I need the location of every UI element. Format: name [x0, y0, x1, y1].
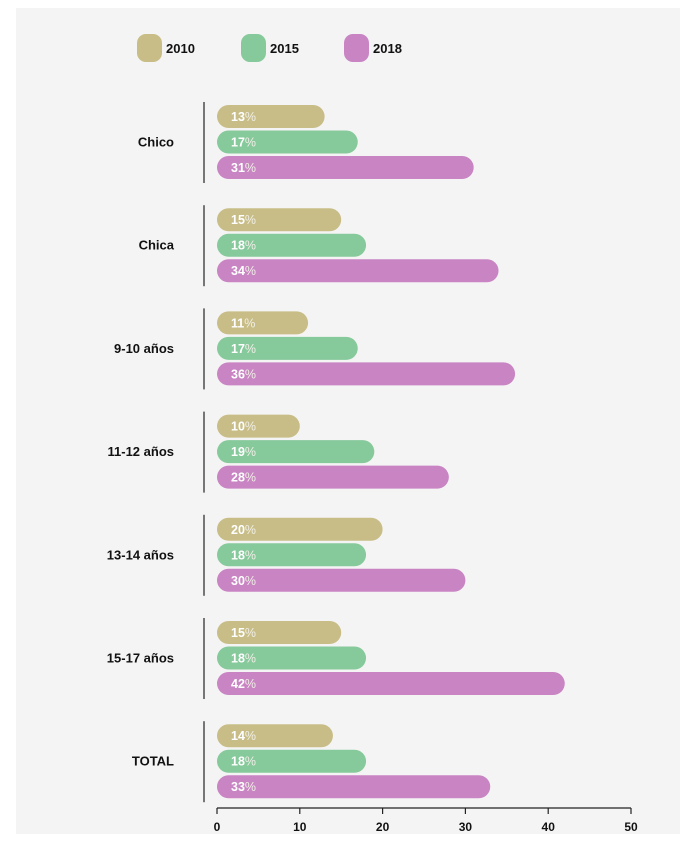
bar-2018	[217, 465, 449, 489]
bar-value-label: 30%	[231, 574, 256, 588]
bar-value-label: 34%	[231, 264, 256, 278]
bar-value-label: 11%	[231, 316, 255, 330]
bar-value-label: 10%	[231, 420, 256, 434]
bar-2010	[217, 517, 383, 541]
bar-2015	[217, 440, 375, 464]
category-group: Chico 13% 17% 31%	[138, 102, 474, 183]
legend-item-2015: 2015	[241, 34, 299, 62]
category-label: 9-10 años	[114, 341, 174, 356]
bar-2018	[217, 672, 565, 695]
x-tick-label: 50	[624, 820, 638, 834]
x-tick-label: 30	[459, 820, 473, 834]
bar-value-label: 36%	[231, 367, 256, 381]
bar-value-label: 28%	[231, 471, 256, 485]
category-label: 15-17 años	[107, 651, 174, 666]
bar-2018	[217, 568, 466, 592]
x-tick-label: 0	[214, 820, 221, 834]
bar-2015	[217, 233, 367, 257]
legend-swatch	[344, 34, 369, 62]
category-group: Chica 15% 18% 34%	[139, 205, 499, 287]
bar-2010	[217, 621, 342, 644]
bar-value-label: 20%	[231, 523, 256, 537]
legend-swatch	[137, 34, 162, 62]
bar-2018	[217, 259, 499, 283]
bar-value-label: 31%	[231, 161, 256, 175]
category-label: 13-14 años	[107, 547, 174, 562]
category-group: 11-12 años 10% 19% 28%	[108, 411, 449, 493]
category-label: Chica	[139, 238, 175, 253]
x-axis: 0 10 20 30 40 50	[214, 807, 638, 834]
category-label: 11-12 años	[108, 444, 175, 459]
bar-value-label: 18%	[231, 548, 256, 562]
bar-value-label: 13%	[231, 110, 256, 124]
bar-value-label: 18%	[231, 652, 256, 666]
bar-2015	[217, 749, 367, 773]
bar-value-label: 17%	[231, 136, 256, 150]
legend: 2010 2015 2018	[137, 34, 402, 62]
bar-value-label: 15%	[231, 626, 256, 640]
bar-value-label: 42%	[231, 677, 256, 691]
category-label: TOTAL	[132, 754, 174, 769]
bar-2018	[217, 362, 516, 386]
category-group: 15-17 años 15% 18% 42%	[107, 618, 565, 699]
legend-label: 2010	[166, 41, 195, 56]
category-label: Chico	[138, 135, 174, 150]
bar-2010	[217, 414, 300, 438]
bar-2015	[217, 130, 358, 154]
bar-2018	[217, 775, 491, 799]
bar-2015	[217, 543, 367, 567]
bar-2010	[217, 208, 342, 232]
legend-item-2010: 2010	[137, 34, 195, 62]
bar-value-label: 17%	[231, 342, 256, 356]
bar-2010	[217, 724, 333, 748]
x-tick-label: 20	[376, 820, 390, 834]
legend-item-2018: 2018	[344, 34, 402, 62]
bar-2015	[217, 646, 367, 670]
x-tick-label: 10	[293, 820, 307, 834]
bar-value-label: 18%	[231, 239, 256, 253]
legend-swatch	[241, 34, 266, 62]
bar-2015	[217, 336, 358, 360]
bar-value-label: 33%	[231, 780, 256, 794]
bar-value-label: 15%	[231, 213, 256, 227]
bar-value-label: 18%	[231, 755, 256, 769]
legend-label: 2015	[270, 41, 299, 56]
x-tick-label: 40	[542, 820, 556, 834]
category-group: 13-14 años 20% 18% 30%	[107, 514, 466, 596]
bar-2010	[217, 105, 325, 128]
bar-value-label: 14%	[231, 729, 256, 743]
category-group: TOTAL 14% 18% 33%	[132, 721, 491, 803]
bar-2010	[217, 311, 309, 335]
legend-label: 2018	[373, 41, 402, 56]
category-group: 9-10 años 11% 17% 36%	[114, 308, 516, 390]
bar-value-label: 19%	[231, 445, 256, 459]
bar-2018	[217, 156, 474, 179]
